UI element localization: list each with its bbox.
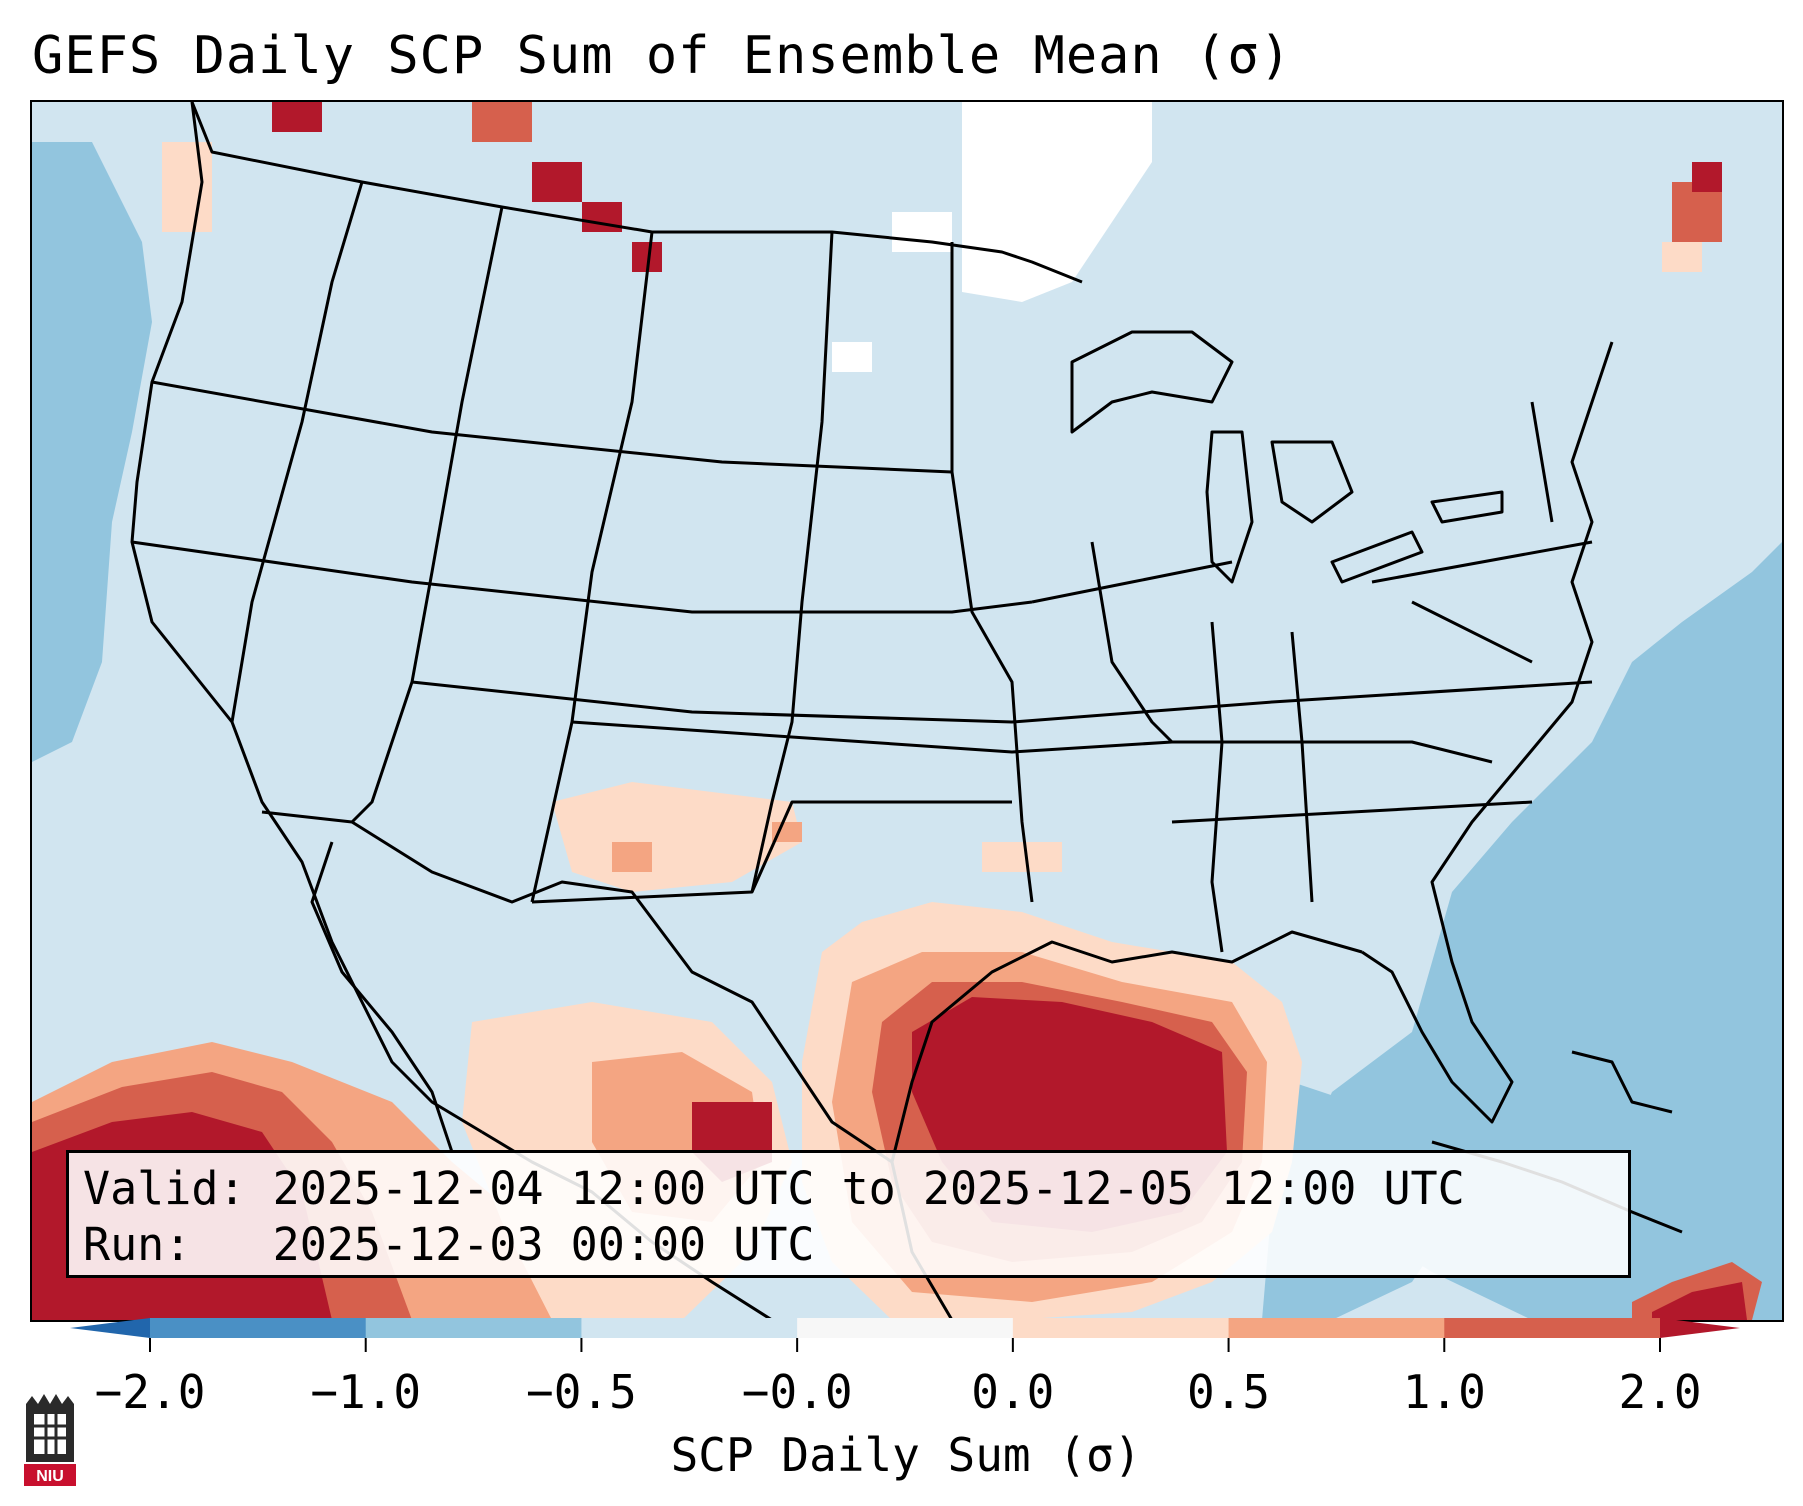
state-line	[1031, 560, 1233, 604]
chart-title: GEFS Daily SCP Sum of Ensemble Mean (σ)	[32, 26, 1292, 86]
colorbar-tick-label: −1.0	[310, 1365, 422, 1419]
field-patch	[162, 142, 212, 232]
valid-run-info-box: Valid: 2025-12-04 12:00 UTC to 2025-12-0…	[66, 1150, 1631, 1278]
state-line	[530, 231, 654, 903]
no-signal-patch	[892, 212, 952, 252]
state-line	[131, 540, 1033, 614]
state-line	[230, 181, 364, 723]
lake-erie	[1330, 530, 1424, 584]
state-line	[531, 800, 1012, 904]
field-patch	[612, 842, 652, 872]
state-line	[571, 720, 1173, 754]
state-line	[1210, 621, 1224, 953]
us-mexico-border	[261, 810, 893, 1164]
pacific-low-field	[32, 142, 152, 762]
colorbar-bins	[150, 1318, 1661, 1338]
northern-plains-no-signal	[962, 102, 1152, 302]
niu-logo-banner	[24, 1464, 76, 1486]
colorbar-bin	[1444, 1318, 1661, 1338]
field-patch	[1662, 242, 1702, 272]
state-line	[1171, 800, 1533, 824]
colorbar-tick-label: 0.0	[971, 1365, 1055, 1419]
east-coast	[1361, 341, 1614, 1124]
hispaniola-field-max	[1652, 1282, 1747, 1320]
map-panel	[30, 100, 1784, 1322]
state-line	[750, 231, 834, 893]
colorbar-over-arrow	[1660, 1318, 1740, 1338]
colorbar-tick-label: 0.5	[1187, 1365, 1271, 1419]
run-value: 2025-12-03 00:00 UTC	[272, 1218, 815, 1271]
niu-logo-text: NIU	[36, 1468, 64, 1485]
niu-logo: NIU	[24, 1394, 76, 1486]
valid-value: 2025-12-04 12:00 UTC to 2025-12-05 12:00…	[272, 1162, 1465, 1215]
lake-huron	[1270, 440, 1354, 524]
run-label: Run:	[83, 1218, 192, 1271]
no-signal-patch	[832, 342, 872, 372]
colorbar-ticks	[149, 1338, 1661, 1352]
us-canada-border	[190, 102, 1083, 284]
state-line	[350, 206, 504, 824]
colorbar-tick-label: −0.0	[741, 1365, 853, 1419]
colorbar-bin	[581, 1318, 798, 1338]
niu-logo-window-bars	[34, 1414, 66, 1454]
state-line	[1090, 541, 1174, 744]
colorbar	[70, 1318, 1740, 1352]
lake-michigan	[1205, 430, 1254, 584]
state-line	[1530, 401, 1554, 523]
field-patch	[272, 102, 322, 132]
valid-label: Valid:	[83, 1162, 246, 1215]
state-line	[950, 242, 1034, 903]
field-patch	[472, 102, 532, 142]
field-patch	[982, 842, 1062, 872]
colorbar-bin	[1012, 1318, 1230, 1338]
colorbar-bin	[1228, 1318, 1445, 1338]
colorbar-tick-label: 2.0	[1618, 1365, 1702, 1419]
map-svg	[32, 102, 1782, 1320]
colorbar-tick-label: 1.0	[1402, 1365, 1486, 1419]
lake-superior	[1070, 330, 1234, 434]
state-line	[1411, 600, 1533, 664]
state-line	[1172, 740, 1493, 764]
colorbar-bin	[797, 1318, 1014, 1338]
lake-ontario	[1430, 490, 1504, 524]
state-line	[151, 380, 953, 474]
state-line	[411, 680, 1593, 724]
colorbar-under-arrow	[70, 1318, 150, 1338]
atlantic-low-field	[1302, 542, 1782, 1320]
colorbar-tick-label: −2.0	[94, 1365, 206, 1419]
field-patch	[532, 162, 582, 202]
colorbar-bin	[365, 1318, 582, 1338]
state-line	[1371, 540, 1593, 584]
colorbar-label: SCP Daily Sum (σ)	[670, 1428, 1142, 1482]
bahamas-coast	[1571, 1050, 1673, 1114]
baja-coast	[310, 841, 454, 1153]
field-patch	[1692, 162, 1722, 192]
west-coast	[130, 102, 483, 1134]
niu-logo-window	[34, 1414, 66, 1454]
colorbar-bin	[150, 1318, 367, 1338]
colorbar-tick-label: −0.5	[526, 1365, 637, 1419]
